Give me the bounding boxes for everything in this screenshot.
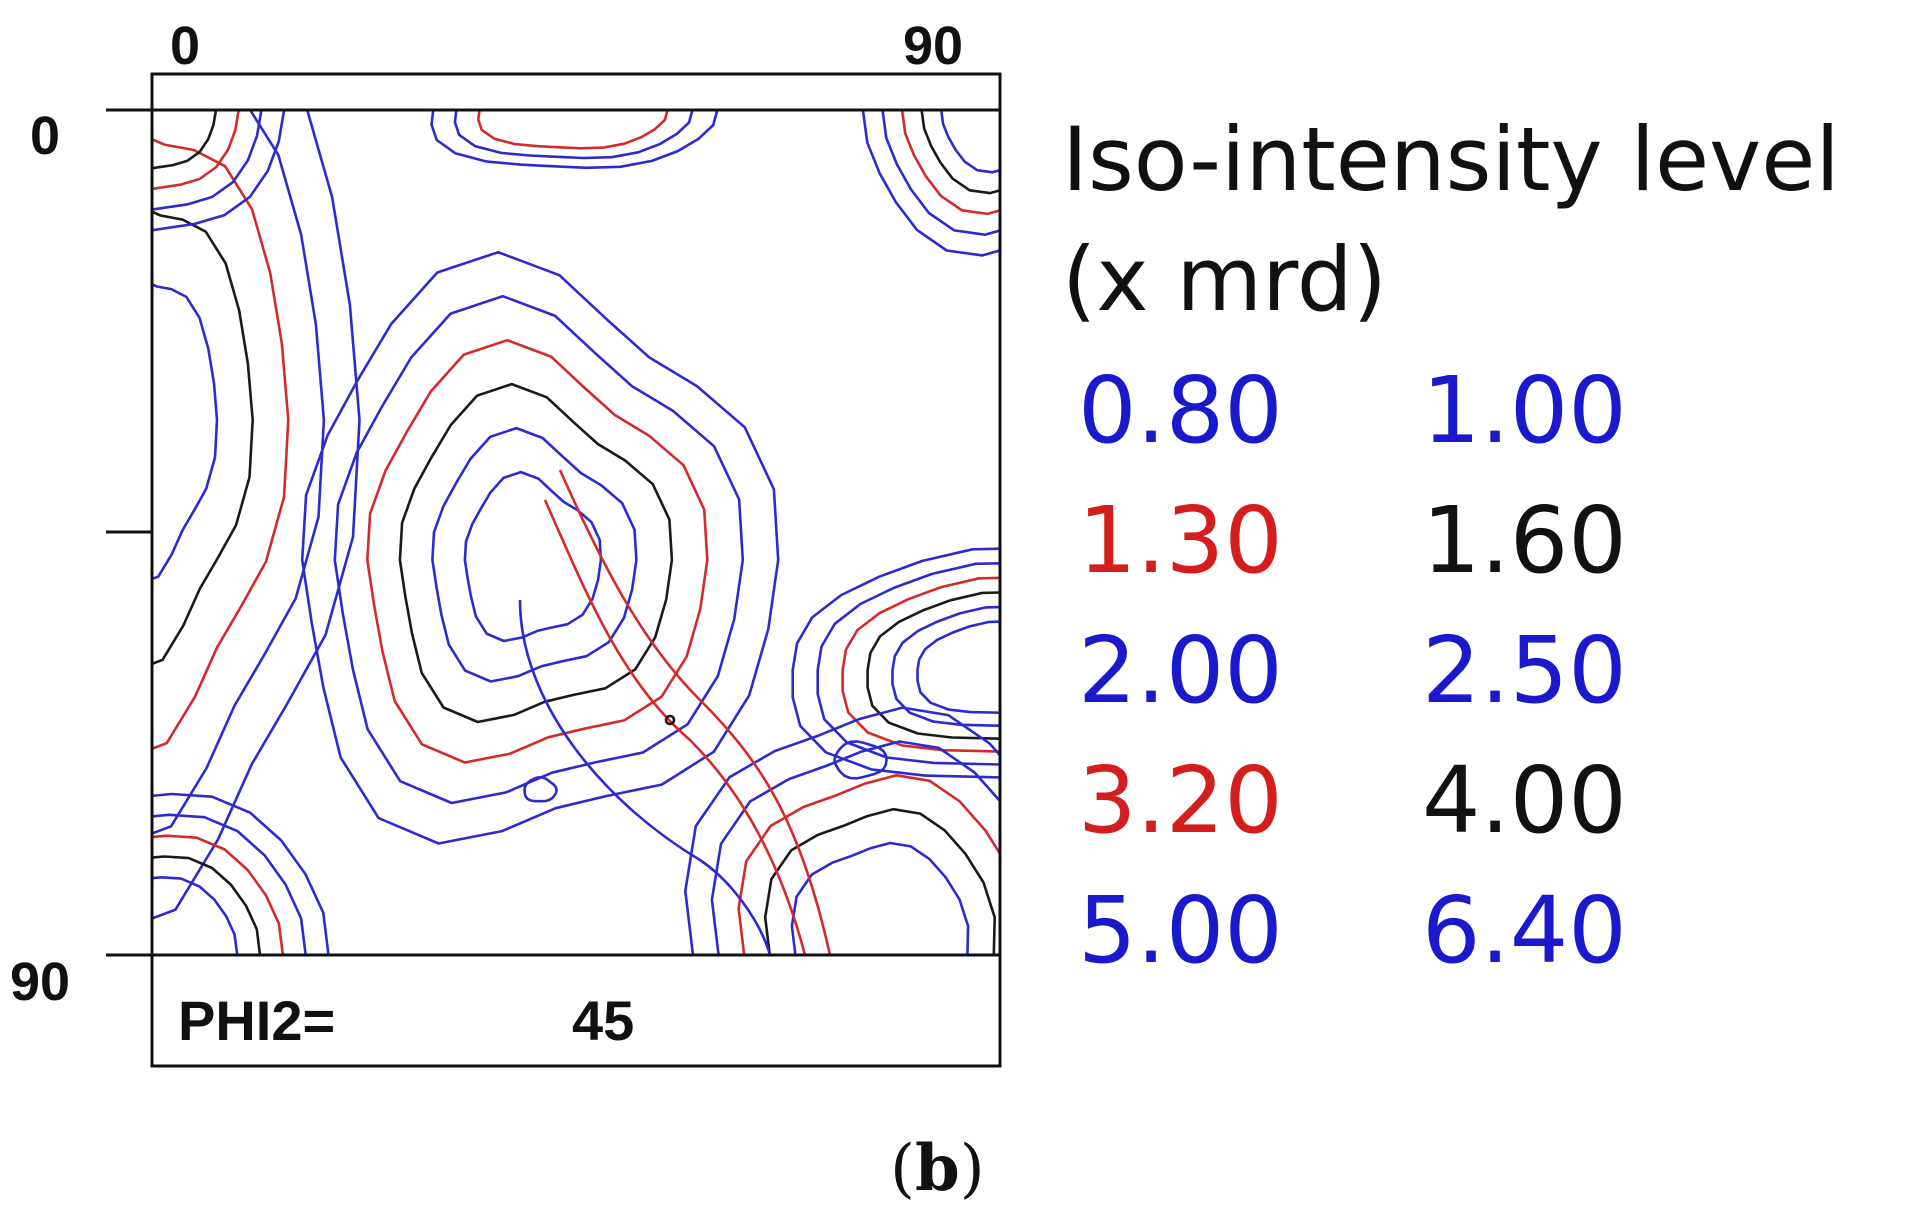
bottom-left-corner-contour-4 xyxy=(152,855,262,955)
island-1 xyxy=(523,776,558,803)
panel-label-close: ) xyxy=(960,1132,985,1206)
ridge-blue-1 xyxy=(518,599,772,955)
central-peak-contour-1 xyxy=(300,250,780,845)
bottom-right-valley-contour-3 xyxy=(737,774,1000,955)
central-peak-contour-6 xyxy=(463,470,603,643)
bottom-left-corner-contour-5 xyxy=(152,876,239,955)
legend-level-0-80: 0.80 xyxy=(1078,357,1283,464)
bottom-right-valley-contour-5 xyxy=(790,841,970,955)
x-tick-label-end: 90 xyxy=(903,16,963,76)
legend-level-4-00: 4.00 xyxy=(1422,747,1627,854)
legend-title-line2: (x mrd) xyxy=(1062,228,1387,331)
right-peak-contour-1 xyxy=(791,547,1000,779)
bottom-left-corner-contour-2 xyxy=(152,813,307,955)
legend-level-3-20: 3.20 xyxy=(1078,747,1283,854)
right-peak-contour-3 xyxy=(841,576,1000,753)
left-peak-contour-1 xyxy=(152,110,361,920)
top-mid-lobe-contour-1 xyxy=(430,110,719,170)
legend-level-1-30: 1.30 xyxy=(1078,487,1283,594)
legend-level-1-00: 1.00 xyxy=(1422,357,1627,464)
panel-label-open: ( xyxy=(890,1132,915,1206)
island-2 xyxy=(833,740,888,780)
legend-level-2-50: 2.50 xyxy=(1422,617,1627,724)
right-peak-contour-6 xyxy=(916,620,1000,715)
ridge-red-1 xyxy=(558,469,832,955)
left-peak-contour-4 xyxy=(152,210,254,666)
phi2-label: PHI2= xyxy=(178,989,335,1052)
top-left-corner-contour-2 xyxy=(152,110,263,211)
top-left-corner-contour-3 xyxy=(152,110,240,191)
right-peak-contour-4 xyxy=(866,591,1000,740)
ridge-red-2 xyxy=(543,499,807,955)
left-peak-contour-2 xyxy=(152,110,326,835)
y-tick-label-start: 0 xyxy=(30,106,60,166)
top-left-corner-contour-1 xyxy=(152,110,286,232)
central-peak-contour-4 xyxy=(398,382,674,724)
y-tick-label-end: 90 xyxy=(10,952,70,1012)
panel-label-letter: b xyxy=(915,1131,960,1206)
phi2-value: 45 xyxy=(572,989,634,1052)
central-peak-contour-3 xyxy=(366,338,709,764)
legend-level-1-60: 1.60 xyxy=(1422,487,1627,594)
plot-frame xyxy=(106,72,1002,1068)
legend: Iso-intensity level (x mrd) 0.80 1.00 1.30… xyxy=(1062,108,1840,984)
central-peak-contour-5 xyxy=(431,426,638,683)
bottom-right-valley-contour-1 xyxy=(684,706,1000,955)
left-peak-contour-5 xyxy=(152,282,219,581)
x-tick-label-start: 0 xyxy=(170,16,200,76)
top-left-corner-contour-4 xyxy=(152,110,218,170)
top-mid-lobe-contour-3 xyxy=(477,110,669,150)
panel-label: (b) xyxy=(890,1131,985,1206)
bottom-right-valley-contour-4 xyxy=(763,807,996,955)
right-peak-contour-2 xyxy=(816,562,1000,766)
bottom-left-corner-contour-3 xyxy=(152,834,285,955)
legend-level-5-00: 5.00 xyxy=(1078,877,1283,984)
legend-title-line1: Iso-intensity level xyxy=(1062,108,1840,211)
contour-lines xyxy=(152,110,1000,955)
right-peak-contour-5 xyxy=(891,605,1000,727)
bottom-right-valley-contour-2 xyxy=(710,740,1000,955)
legend-level-2-00: 2.00 xyxy=(1078,617,1283,724)
central-peak-contour-2 xyxy=(333,294,745,805)
island-dot xyxy=(664,714,676,726)
plot-border xyxy=(150,72,1002,1068)
bottom-left-corner-contour-1 xyxy=(152,792,330,955)
top-mid-lobe-contour-2 xyxy=(453,110,694,160)
legend-values: 0.80 1.00 1.30 1.60 2.00 2.50 3.20 4.00 5.00 6.40 xyxy=(1078,357,1627,984)
legend-level-6-40: 6.40 xyxy=(1422,877,1627,984)
left-peak-contour-3 xyxy=(152,137,290,751)
